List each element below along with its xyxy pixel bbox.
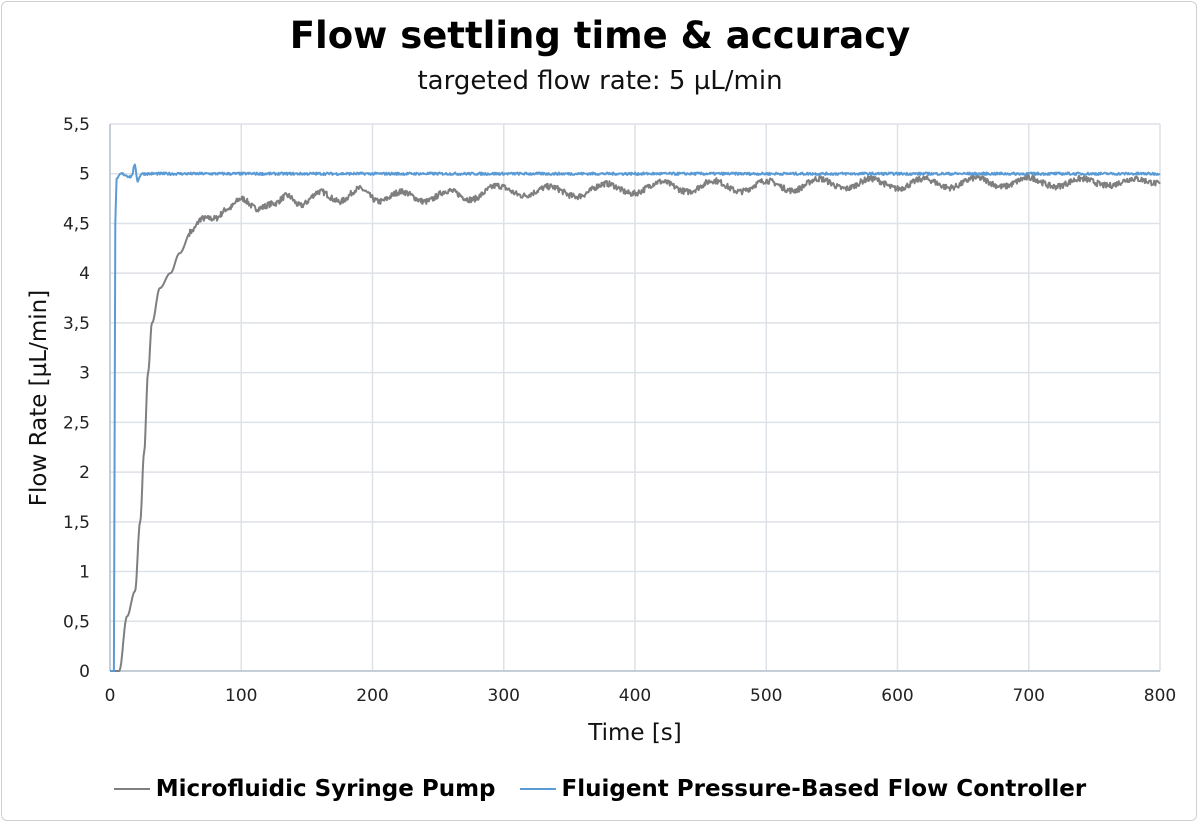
series-line-syringe-pump — [109, 173, 1161, 672]
y-tick-label: 0,5 — [63, 612, 90, 632]
y-tick-label: 5,5 — [63, 115, 90, 135]
y-tick-label: 2 — [79, 463, 90, 483]
y-tick-label: 4,5 — [63, 214, 90, 234]
y-axis-label: Flow Rate [µL/min] — [26, 290, 52, 506]
x-tick-label: 0 — [105, 686, 116, 706]
y-tick-label: 2,5 — [63, 413, 90, 433]
x-tick-label: 600 — [881, 686, 913, 706]
chart-title: Flow settling time & accuracy — [289, 14, 911, 57]
legend-swatch — [519, 788, 556, 790]
x-tick-label: 300 — [488, 686, 520, 706]
y-tick-label: 3,5 — [63, 314, 90, 334]
x-tick-label: 500 — [750, 686, 782, 706]
y-tick-label: 1,5 — [63, 513, 90, 533]
x-tick-label: 200 — [356, 686, 388, 706]
y-tick-label: 4 — [79, 264, 90, 284]
chart-subtitle: targeted flow rate: 5 µL/min — [417, 66, 783, 96]
x-tick-label: 700 — [1013, 686, 1045, 706]
x-tick-label: 400 — [619, 686, 651, 706]
legend-swatch — [113, 788, 150, 790]
y-tick-label: 0 — [79, 662, 90, 682]
legend-label: Fluigent Pressure-Based Flow Controller — [561, 776, 1087, 802]
legend: Microfluidic Syringe Pump Fluigent Press… — [0, 776, 1200, 802]
legend-label: Microfluidic Syringe Pump — [155, 776, 496, 802]
x-axis-label: Time [s] — [587, 720, 682, 746]
y-tick-label: 1 — [79, 563, 90, 583]
y-tick-label: 5 — [79, 165, 90, 185]
legend-item-flow-controller: Fluigent Pressure-Based Flow Controller — [519, 776, 1087, 802]
x-tick-label: 100 — [225, 686, 257, 706]
y-tick-label: 3 — [79, 364, 90, 384]
series-line-flow-controller — [109, 163, 1161, 672]
x-tick-label: 800 — [1144, 686, 1176, 706]
legend-item-syringe-pump: Microfluidic Syringe Pump — [113, 776, 496, 802]
